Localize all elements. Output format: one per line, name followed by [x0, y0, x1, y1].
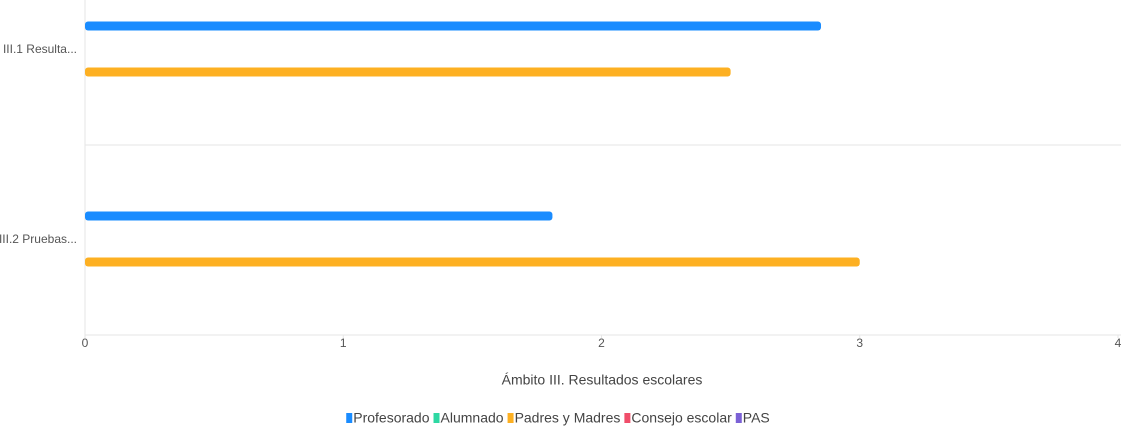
y-tick-label: III.1 Resulta... — [3, 42, 77, 56]
bar — [85, 211, 553, 221]
x-tick-label: 3 — [856, 336, 863, 350]
x-tick-label: 4 — [1115, 336, 1121, 350]
legend-swatch — [433, 413, 440, 423]
legend-swatch — [624, 413, 631, 423]
bar — [85, 67, 731, 77]
legend-label: Padres y Madres — [515, 410, 621, 426]
bar — [85, 21, 822, 31]
legend: Profesorado Alumnado Padres y Madres Consej… — [346, 410, 770, 426]
bar — [85, 257, 860, 267]
x-tick-label: 1 — [340, 336, 347, 350]
legend-swatch — [507, 413, 514, 423]
x-tick-label: 0 — [82, 336, 89, 350]
axis-title: Ámbito III. Resultados escolares — [502, 372, 703, 388]
legend-swatch — [346, 413, 353, 423]
x-tick-label: 2 — [598, 336, 605, 350]
y-tick-label: III.2 Pruebas... — [0, 232, 77, 246]
legend-label: Profesorado — [353, 410, 429, 426]
legend-label: Alumnado — [441, 410, 504, 426]
legend-swatch — [735, 413, 742, 423]
legend-label: PAS — [743, 410, 770, 426]
legend-label: Consejo escolar — [631, 410, 732, 426]
